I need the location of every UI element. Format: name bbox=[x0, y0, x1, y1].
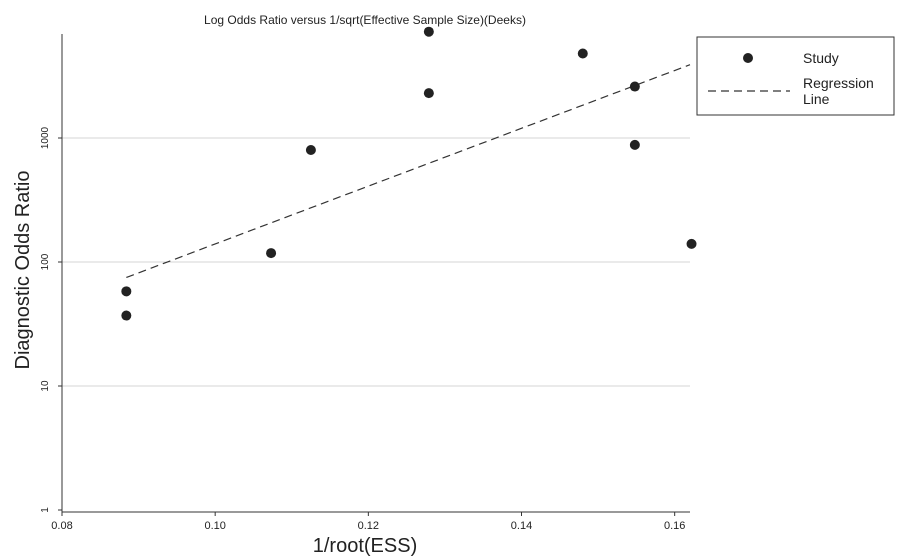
scatter-points bbox=[121, 26, 697, 321]
legend-box bbox=[696, 36, 895, 116]
study-point bbox=[423, 88, 434, 99]
regression-line-group bbox=[126, 64, 691, 279]
grid-lines bbox=[62, 137, 690, 387]
study-point bbox=[266, 248, 277, 259]
x-tick-label: 0.16 bbox=[664, 520, 685, 532]
study-point bbox=[629, 139, 640, 150]
study-point bbox=[121, 310, 132, 321]
study-point bbox=[686, 238, 697, 249]
x-tick-label: 0.10 bbox=[204, 520, 225, 532]
legend-regression-label-line1: Regression bbox=[803, 75, 874, 91]
y-tick-label: 1 bbox=[40, 507, 51, 513]
regression-line bbox=[126, 64, 691, 279]
x-tick-label: 0.14 bbox=[511, 520, 532, 532]
study-point bbox=[577, 48, 588, 59]
legend-regression-label-line2: Line bbox=[803, 91, 830, 107]
legend: Study Regression Line bbox=[696, 36, 895, 116]
study-point bbox=[629, 81, 640, 92]
study-point bbox=[305, 145, 316, 156]
x-tick-label: 0.12 bbox=[358, 520, 379, 532]
chart-title: Log Odds Ratio versus 1/sqrt(Effective S… bbox=[204, 13, 526, 27]
x-axis-ticks: 0.08 0.10 0.12 0.14 0.16 bbox=[51, 512, 685, 532]
y-tick-label: 10 bbox=[40, 380, 51, 392]
legend-study-marker bbox=[743, 53, 753, 63]
study-point bbox=[423, 26, 434, 37]
x-tick-label: 0.08 bbox=[51, 520, 72, 532]
study-point bbox=[121, 286, 132, 297]
y-tick-label: 1000 bbox=[40, 126, 51, 149]
y-axis-label: Diagnostic Odds Ratio bbox=[12, 171, 34, 370]
x-axis-label: 1/root(ESS) bbox=[313, 535, 417, 556]
y-axis-ticks: 1 10 100 1000 bbox=[40, 126, 62, 513]
y-tick-label: 100 bbox=[40, 253, 51, 270]
legend-study-label: Study bbox=[803, 50, 839, 66]
